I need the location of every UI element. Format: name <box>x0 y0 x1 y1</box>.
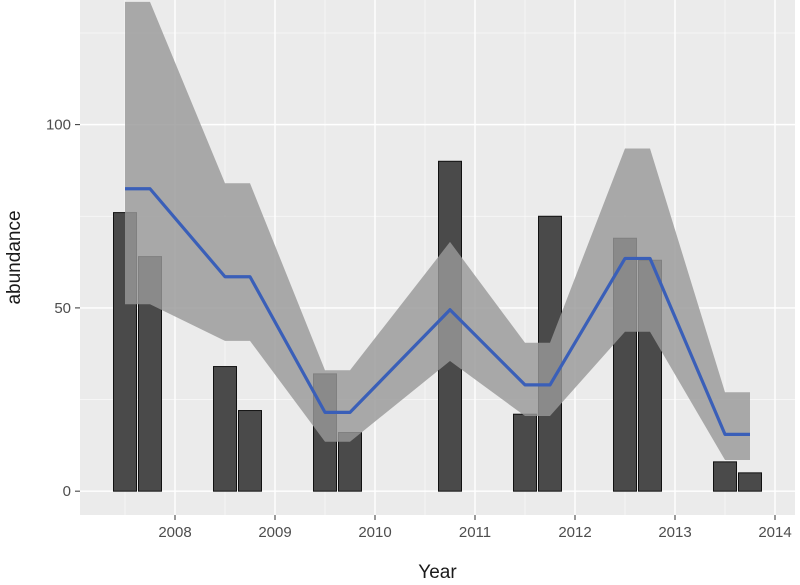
bar <box>213 366 237 492</box>
y-tick-label: 0 <box>63 483 71 500</box>
confidence-ribbon <box>125 1 750 461</box>
y-axis-title: abundance <box>4 210 25 304</box>
x-tick-label: 2012 <box>558 524 591 541</box>
x-tick-label: 2013 <box>658 524 691 541</box>
x-tick-label: 2009 <box>258 524 291 541</box>
confidence-ribbon-area <box>125 1 750 461</box>
x-tick-label: 2008 <box>158 524 191 541</box>
bar <box>713 461 737 492</box>
fit-line <box>125 187 750 436</box>
axes: 2008 2009 2010 2011 2012 2013 2014 0 50 100 <box>46 117 792 541</box>
fit-line-group <box>125 187 750 436</box>
bar <box>238 410 262 492</box>
y-tick-label: 50 <box>54 300 71 317</box>
y-tick-label: 100 <box>46 117 71 134</box>
bar <box>513 413 537 492</box>
x-axis-title: Year <box>418 562 457 583</box>
x-tick-label: 2014 <box>758 524 791 541</box>
x-tick-label: 2010 <box>358 524 391 541</box>
x-tick-label: 2011 <box>459 524 491 541</box>
bar <box>738 472 762 492</box>
